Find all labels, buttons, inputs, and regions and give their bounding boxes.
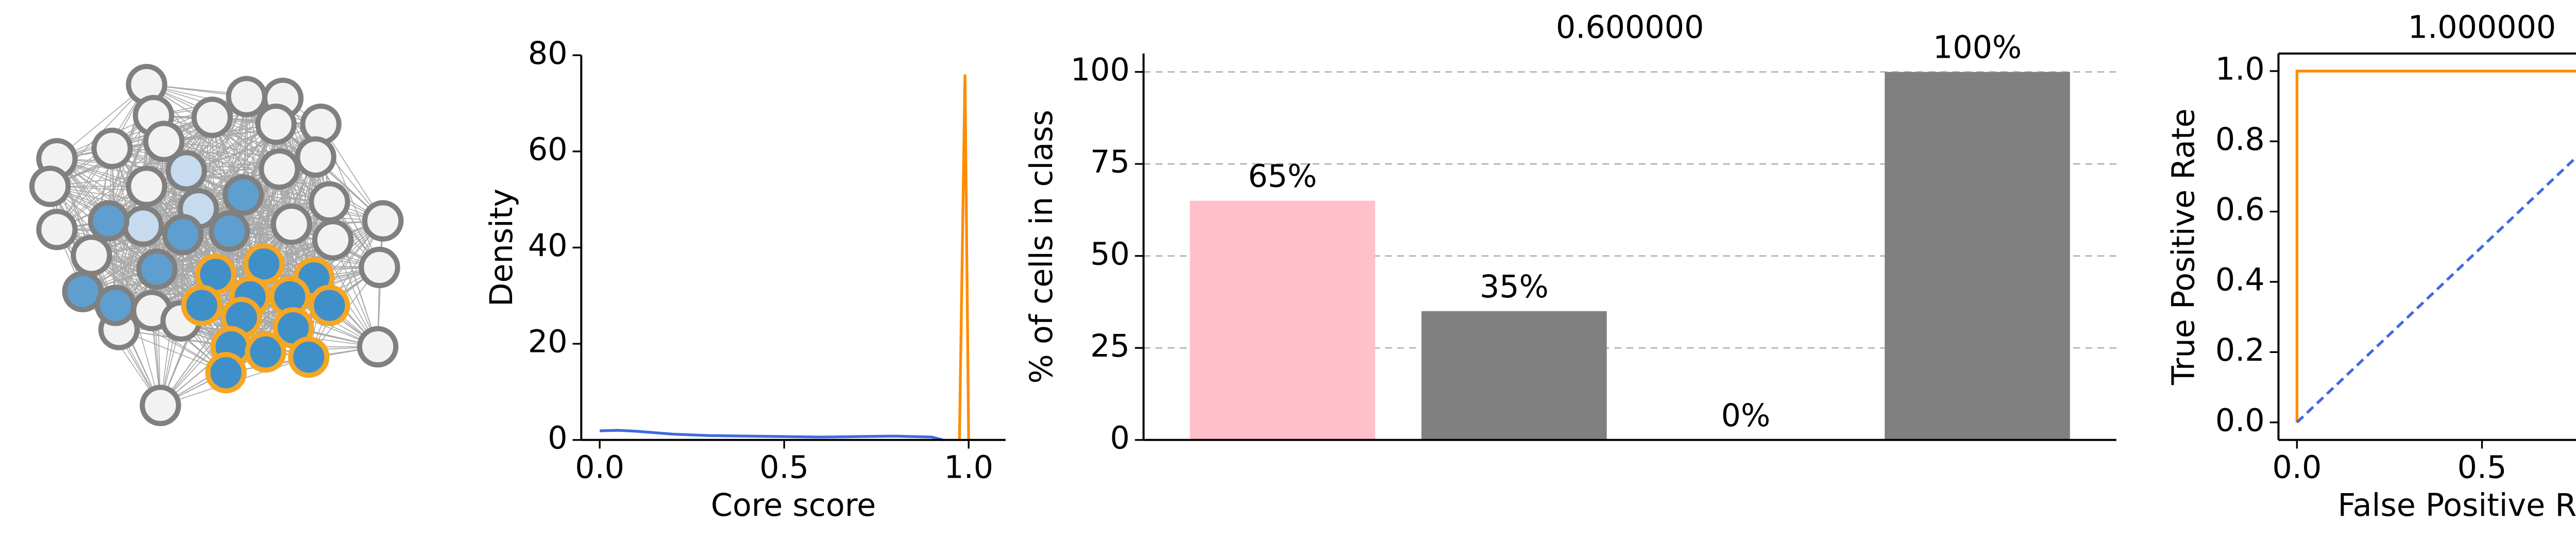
y-tick-label: 0 — [1110, 420, 1129, 456]
node — [140, 384, 181, 426]
x-tick-label: 0.5 — [759, 449, 809, 485]
edge — [243, 194, 380, 268]
node — [29, 165, 71, 207]
node — [359, 246, 400, 289]
y-tick-label: 50 — [1090, 236, 1130, 272]
node — [222, 174, 264, 216]
line — [958, 74, 970, 440]
y-tick-label: 100 — [1071, 52, 1130, 88]
node — [143, 121, 185, 162]
node — [259, 148, 300, 190]
node — [226, 76, 267, 117]
node — [126, 165, 167, 207]
chart-title: 1.000000 — [2408, 10, 2556, 46]
bar — [1190, 200, 1376, 440]
line — [2295, 70, 2576, 423]
node — [288, 336, 330, 378]
edge — [82, 224, 292, 292]
node — [312, 219, 354, 261]
y-tick-label: 0 — [548, 420, 567, 456]
y-tick-label: 0.8 — [2215, 122, 2265, 158]
y-axis-label: True Positive Rate — [2165, 108, 2201, 385]
y-axis-label: Density — [484, 189, 520, 307]
value-label: 0% — [1721, 398, 1771, 434]
node — [191, 96, 233, 138]
x-tick-label: 1.0 — [944, 449, 993, 485]
edge — [276, 124, 383, 222]
edge — [143, 226, 242, 318]
node — [309, 284, 350, 326]
node — [362, 200, 404, 242]
node — [36, 209, 78, 250]
edge — [112, 148, 292, 225]
value-label: 35% — [1480, 269, 1549, 305]
edge — [182, 234, 333, 241]
node — [357, 326, 399, 368]
edge — [57, 116, 212, 159]
y-tick-label: 0.6 — [2215, 192, 2265, 228]
y-tick-label: 0.2 — [2215, 332, 2265, 368]
node — [309, 181, 350, 223]
bar — [1421, 311, 1607, 440]
edge — [56, 141, 164, 230]
edge — [186, 170, 383, 222]
y-tick-label: 20 — [528, 324, 568, 360]
line — [599, 429, 943, 442]
edge — [112, 148, 330, 203]
line — [2296, 155, 2576, 424]
edge — [108, 221, 227, 373]
network-graph — [29, 63, 404, 426]
y-tick-label: 1.0 — [2215, 52, 2265, 88]
node — [91, 127, 133, 170]
x-tick-label: 0.5 — [2458, 449, 2507, 485]
node — [270, 204, 312, 245]
edge — [229, 230, 380, 268]
y-tick-label: 25 — [1090, 328, 1130, 364]
node — [209, 210, 250, 252]
node — [95, 284, 137, 326]
node — [122, 205, 164, 247]
y-tick-label: 80 — [528, 36, 568, 72]
edge — [186, 170, 314, 278]
node — [181, 284, 223, 326]
node — [255, 103, 297, 145]
value-label: 65% — [1248, 159, 1317, 195]
y-tick-label: 60 — [528, 131, 568, 167]
x-axis-label: False Positive Rate — [2338, 487, 2576, 524]
node — [71, 234, 112, 276]
node — [136, 248, 178, 290]
node — [300, 103, 342, 145]
node — [162, 214, 204, 256]
y-tick-label: 40 — [528, 228, 568, 264]
y-tick-label: 0.0 — [2215, 402, 2265, 439]
y-tick-label: 0.4 — [2215, 262, 2265, 298]
y-tick-label: 75 — [1090, 144, 1130, 180]
chart-title: 0.600000 — [1556, 10, 1704, 46]
node — [165, 150, 207, 192]
y-axis-label: % of cells in class — [1024, 110, 1060, 383]
edge — [91, 255, 264, 265]
node — [205, 352, 247, 394]
x-tick-label: 0.0 — [575, 449, 624, 485]
node — [295, 136, 336, 178]
x-axis-label: Core score — [711, 487, 876, 524]
x-tick-label: 0.0 — [2272, 449, 2321, 485]
node — [245, 331, 286, 373]
edge — [49, 170, 187, 187]
value-label: 100% — [1933, 30, 2022, 66]
bar — [1885, 72, 2070, 440]
node — [88, 200, 130, 242]
